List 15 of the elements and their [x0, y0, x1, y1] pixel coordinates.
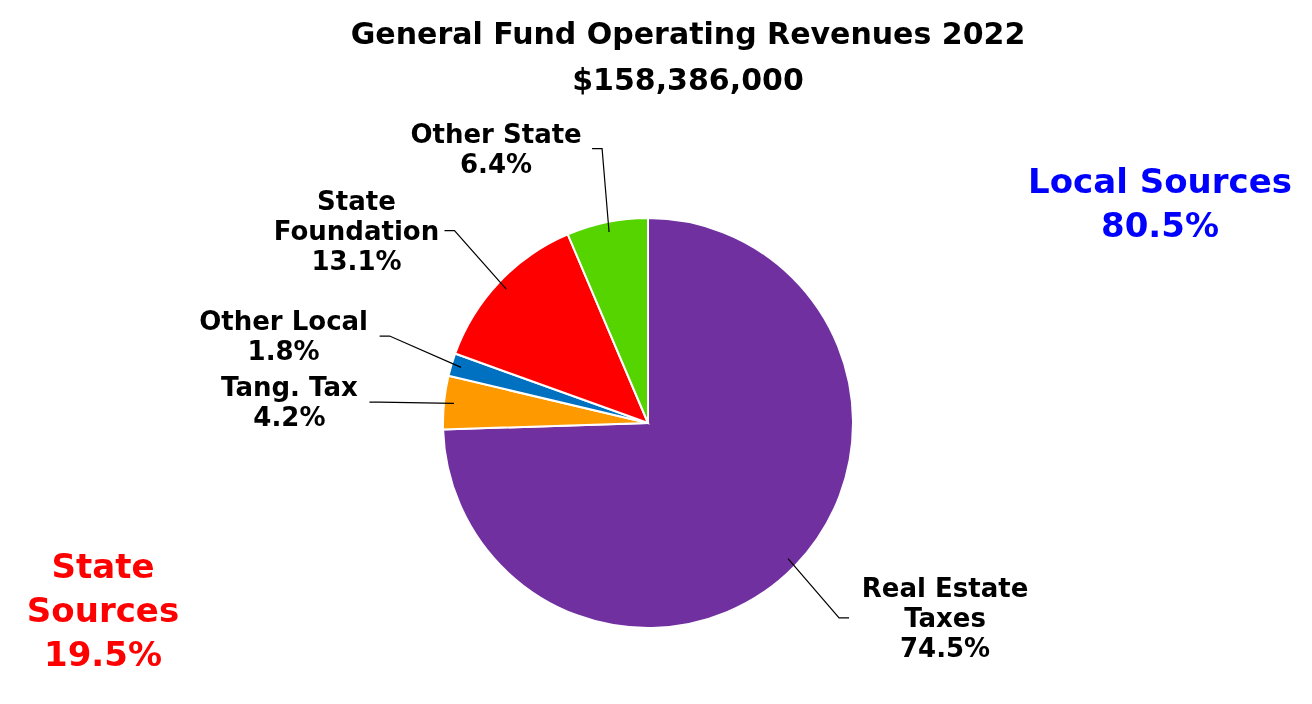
pie-slice — [442, 217, 854, 629]
chart-subtitle: $158,386,000 — [572, 62, 804, 97]
slice-label: Real Estate Taxes — [861, 572, 1029, 633]
chart-title: General Fund Operating Revenues 2022 — [350, 16, 1026, 51]
slice-label: Tang. Tax — [221, 372, 358, 403]
data-label: 6.4% — [460, 148, 533, 179]
slice-label: Other Local — [199, 306, 369, 337]
data-label: 4.2% — [253, 402, 326, 433]
data-label: 1.8% — [247, 336, 320, 367]
slice-label: Other State — [410, 118, 582, 149]
data-label: 74.5% — [899, 632, 991, 663]
text: Local Sources 80.5% — [1028, 161, 1292, 245]
data-label: 13.1% — [311, 245, 402, 276]
text: State Sources 19.5% — [26, 546, 180, 674]
slice-label: State Foundation — [273, 185, 440, 246]
